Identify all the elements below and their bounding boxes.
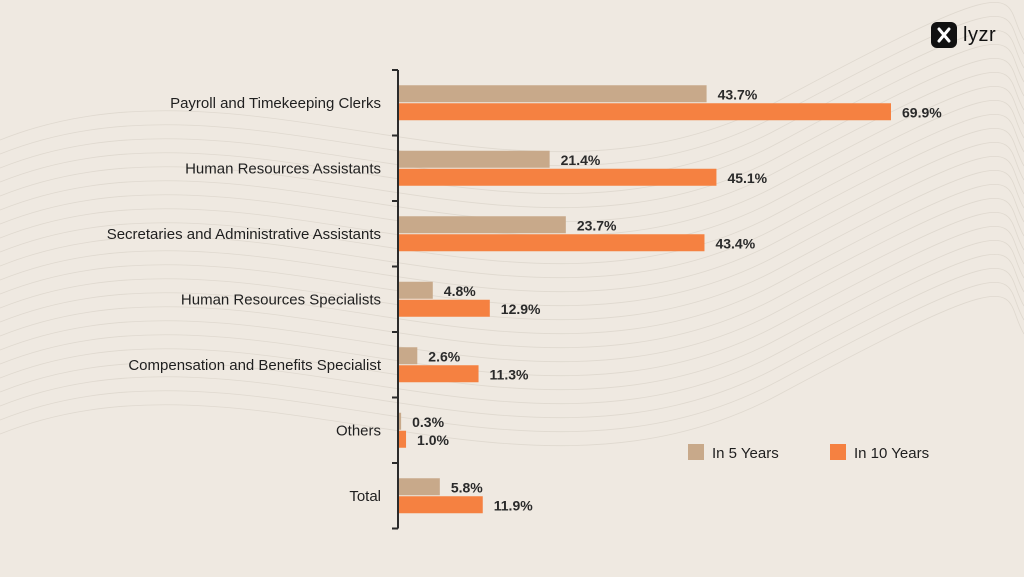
bars (399, 85, 891, 514)
value-labels: 43.7% 69.9% 21.4% 45.1% 23.7% 43.4% 4.8% 12.9% 2… (412, 86, 942, 513)
category-label: Compensation and Benefits Specialist (128, 357, 381, 374)
bar-in-5-years (399, 412, 402, 430)
background-wave-line (0, 142, 1024, 293)
background-wave-line (0, 268, 1024, 419)
background-wave-line (0, 212, 1024, 363)
background-wave-line (0, 156, 1024, 307)
background-wave-line (0, 170, 1024, 321)
legend-label: In 5 Years (712, 445, 779, 462)
background-wave-line (0, 296, 1024, 447)
bar-in-5-years (399, 150, 550, 168)
bar-in-10-years (399, 168, 717, 186)
data-label: 45.1% (727, 170, 767, 186)
bar-in-10-years (399, 299, 490, 317)
data-label: 11.9% (494, 497, 533, 513)
background-wave-line (0, 240, 1024, 391)
background-wave-line (0, 58, 1024, 209)
data-label: 69.9% (902, 104, 942, 120)
background-wave-line (0, 2, 1024, 153)
legend: In 5 Years In 10 Years (688, 444, 929, 462)
bar-in-10-years (399, 430, 407, 448)
category-label: Payroll and Timekeeping Clerks (170, 95, 381, 112)
bar-in-10-years (399, 365, 479, 383)
data-label: 43.7% (718, 86, 758, 102)
data-label: 5.8% (451, 479, 483, 495)
bar-in-10-years (399, 496, 483, 514)
lyzr-logo-icon (931, 22, 957, 48)
data-label: 23.7% (577, 217, 617, 233)
background-wave-line (0, 16, 1024, 167)
category-label: Total (349, 488, 381, 505)
background-wave-line (0, 282, 1024, 433)
bar-in-5-years (399, 85, 707, 103)
background-wave-line (0, 226, 1024, 377)
background-wave-line (0, 198, 1024, 349)
bar-in-10-years (399, 234, 705, 252)
data-label: 4.8% (444, 283, 476, 299)
background-wave-line (0, 114, 1024, 265)
background-wave-line (0, 86, 1024, 237)
data-label: 1.0% (417, 432, 449, 448)
background-wave-line (0, 72, 1024, 223)
y-axis (392, 69, 399, 530)
data-label: 11.3% (490, 366, 529, 382)
category-label: Others (336, 422, 381, 439)
category-label: Human Resources Specialists (181, 291, 381, 308)
bar-in-10-years (399, 103, 891, 121)
category-label: Human Resources Assistants (185, 160, 381, 177)
bar-in-5-years (399, 216, 566, 234)
background-wave-line (0, 128, 1024, 279)
bar-in-5-years (399, 347, 418, 365)
data-label: 12.9% (501, 301, 541, 317)
category-label: Secretaries and Administrative Assistant… (107, 226, 381, 243)
data-label: 2.6% (428, 348, 460, 364)
bar-in-5-years (399, 281, 433, 299)
background-wave-line (0, 254, 1024, 405)
data-label: 43.4% (715, 235, 755, 251)
background-wave-line (0, 184, 1024, 335)
data-label: 0.3% (412, 414, 444, 430)
legend-swatch (688, 444, 704, 460)
bar-in-5-years (399, 478, 440, 496)
brand-name: lyzr (963, 23, 997, 46)
brand-logo: lyzr (931, 20, 996, 50)
legend-swatch (830, 444, 846, 460)
category-labels: Payroll and Timekeeping Clerks Human Reso… (107, 95, 382, 505)
legend-label: In 10 Years (854, 445, 929, 462)
data-label: 21.4% (561, 152, 601, 168)
